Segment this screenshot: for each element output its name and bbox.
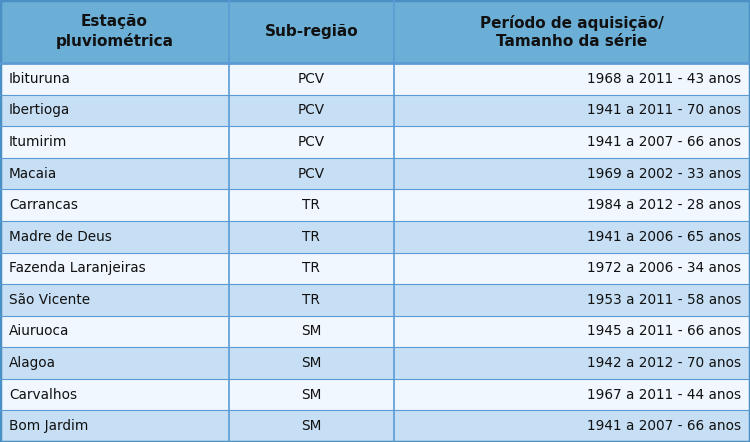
Bar <box>229 411 394 442</box>
Text: SM: SM <box>301 356 322 370</box>
Text: Macaia: Macaia <box>9 167 57 181</box>
Bar <box>0 221 229 252</box>
Text: Aiuruoca: Aiuruoca <box>9 324 69 339</box>
Bar <box>229 95 394 126</box>
Bar <box>0 411 229 442</box>
Text: PCV: PCV <box>298 167 325 181</box>
Bar <box>394 0 750 63</box>
Bar <box>229 347 394 379</box>
Text: Ibertioga: Ibertioga <box>9 103 70 118</box>
Bar <box>0 347 229 379</box>
Text: 1941 a 2006 - 65 anos: 1941 a 2006 - 65 anos <box>586 230 741 244</box>
Bar <box>229 158 394 190</box>
Bar <box>394 411 750 442</box>
Bar <box>0 379 229 411</box>
Bar <box>394 221 750 252</box>
Text: 1984 a 2012 - 28 anos: 1984 a 2012 - 28 anos <box>586 198 741 212</box>
Text: PCV: PCV <box>298 72 325 86</box>
Text: 1967 a 2011 - 44 anos: 1967 a 2011 - 44 anos <box>586 388 741 402</box>
Text: 1968 a 2011 - 43 anos: 1968 a 2011 - 43 anos <box>586 72 741 86</box>
Text: PCV: PCV <box>298 103 325 118</box>
Bar <box>0 158 229 190</box>
Text: Estação
pluviométrica: Estação pluviométrica <box>56 15 173 49</box>
Text: Período de aquisição/
Tamanho da série: Período de aquisição/ Tamanho da série <box>480 15 664 49</box>
Bar <box>394 252 750 284</box>
Text: TR: TR <box>302 198 320 212</box>
Text: Alagoa: Alagoa <box>9 356 56 370</box>
Text: Bom Jardim: Bom Jardim <box>9 419 88 433</box>
Bar <box>229 190 394 221</box>
Bar <box>229 379 394 411</box>
Bar <box>394 347 750 379</box>
Text: 1941 a 2007 - 66 anos: 1941 a 2007 - 66 anos <box>586 135 741 149</box>
Text: TR: TR <box>302 261 320 275</box>
Bar <box>229 126 394 158</box>
Bar <box>229 284 394 316</box>
Text: Carvalhos: Carvalhos <box>9 388 77 402</box>
Text: Carrancas: Carrancas <box>9 198 78 212</box>
Bar <box>0 316 229 347</box>
Bar <box>394 284 750 316</box>
Text: 1972 a 2006 - 34 anos: 1972 a 2006 - 34 anos <box>586 261 741 275</box>
Bar <box>394 126 750 158</box>
Bar <box>229 63 394 95</box>
Bar <box>394 379 750 411</box>
Text: 1945 a 2011 - 66 anos: 1945 a 2011 - 66 anos <box>586 324 741 339</box>
Text: 1969 a 2002 - 33 anos: 1969 a 2002 - 33 anos <box>586 167 741 181</box>
Text: PCV: PCV <box>298 135 325 149</box>
Bar <box>394 316 750 347</box>
Text: Fazenda Laranjeiras: Fazenda Laranjeiras <box>9 261 146 275</box>
Bar <box>0 63 229 95</box>
Text: São Vicente: São Vicente <box>9 293 90 307</box>
Text: TR: TR <box>302 230 320 244</box>
Bar <box>394 63 750 95</box>
Text: 1941 a 2011 - 70 anos: 1941 a 2011 - 70 anos <box>586 103 741 118</box>
Bar <box>0 284 229 316</box>
Text: 1941 a 2007 - 66 anos: 1941 a 2007 - 66 anos <box>586 419 741 433</box>
Bar <box>229 221 394 252</box>
Bar <box>229 0 394 63</box>
Bar <box>0 95 229 126</box>
Text: Ibituruna: Ibituruna <box>9 72 70 86</box>
Bar <box>0 252 229 284</box>
Text: Sub-região: Sub-região <box>265 24 358 39</box>
Text: TR: TR <box>302 293 320 307</box>
Text: 1953 a 2011 - 58 anos: 1953 a 2011 - 58 anos <box>586 293 741 307</box>
Text: Madre de Deus: Madre de Deus <box>9 230 112 244</box>
Text: SM: SM <box>301 324 322 339</box>
Bar <box>394 95 750 126</box>
Text: Itumirim: Itumirim <box>9 135 68 149</box>
Text: 1942 a 2012 - 70 anos: 1942 a 2012 - 70 anos <box>586 356 741 370</box>
Text: SM: SM <box>301 419 322 433</box>
Bar <box>0 0 229 63</box>
Bar <box>229 316 394 347</box>
Bar <box>394 158 750 190</box>
Bar <box>394 190 750 221</box>
Bar <box>229 252 394 284</box>
Text: SM: SM <box>301 388 322 402</box>
Bar <box>0 190 229 221</box>
Bar <box>0 126 229 158</box>
